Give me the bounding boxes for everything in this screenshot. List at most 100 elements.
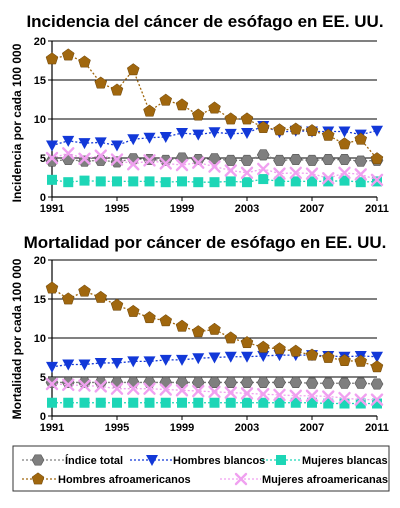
- incidence-point-white-men: [241, 128, 253, 140]
- mortality-point-black-men: [208, 322, 221, 335]
- incidence-point-black-men: [61, 48, 75, 61]
- incidence-point-white-men: [62, 135, 75, 147]
- mortality-point-total: [289, 376, 303, 388]
- incidence-point-black-men: [289, 122, 303, 135]
- mortality-point-total: [321, 377, 335, 389]
- incidence-point-white-men: [111, 140, 123, 152]
- mortality-point-black-men: [126, 304, 140, 317]
- incidence-point-white-men: [176, 128, 188, 140]
- mortality-x-tick-label: 2003: [235, 422, 259, 434]
- mortality-point-white-men: [143, 356, 156, 368]
- mortality-point-black-men: [321, 350, 335, 363]
- incidence-point-black-women: [257, 162, 270, 176]
- incidence-point-white-women: [128, 176, 139, 187]
- mortality-y-tick-label: 20: [34, 255, 46, 267]
- legend-label-total: Índice total: [65, 454, 123, 467]
- incidence-point-black-women: [240, 166, 254, 180]
- incidence-point-total: [338, 154, 351, 166]
- incidence-point-black-men: [143, 104, 156, 117]
- hexagon-icon: [31, 454, 45, 466]
- incidence-x-tick-label: 2007: [300, 203, 324, 215]
- mortality-point-black-men: [159, 314, 173, 327]
- mortality-point-black-women: [208, 385, 221, 399]
- incidence-point-black-men: [256, 120, 270, 133]
- incidence-point-black-women: [208, 160, 221, 173]
- legend-label-black-women: Mujeres afroamericanas: [262, 474, 388, 486]
- incidence-point-black-women: [305, 167, 319, 180]
- mortality-point-black-women: [159, 383, 172, 396]
- incidence-point-white-women: [47, 174, 57, 185]
- mortality-point-black-men: [273, 342, 286, 355]
- mortality-point-total: [338, 377, 351, 389]
- legend-entry-black-women: Mujeres afroamericanas: [220, 472, 388, 486]
- incidence-x-tick-label: 2011: [365, 203, 389, 215]
- incidence-point-white-women: [160, 177, 171, 188]
- incidence-point-white-women: [63, 177, 74, 188]
- incidence-y-tick-label: 15: [34, 75, 46, 87]
- incidence-point-white-men: [78, 138, 91, 150]
- incidence-series: [45, 48, 384, 188]
- mortality-y-ticks: 0 5 10 15 20: [34, 255, 52, 423]
- legend-label-black-men: Hombres afroamericanos: [58, 474, 191, 486]
- mortality-point-black-women: [370, 393, 384, 406]
- incidence-point-white-men: [46, 140, 58, 152]
- incidence-point-white-women: [193, 177, 204, 188]
- incidence-point-black-women: [127, 158, 140, 171]
- incidence-point-total: [289, 154, 303, 166]
- mortality-point-white-men: [176, 354, 188, 366]
- incidence-point-white-women: [144, 176, 155, 187]
- mortality-point-white-women: [160, 397, 171, 408]
- mortality-point-white-women: [79, 397, 90, 408]
- mortality-point-black-men: [175, 319, 189, 332]
- mortality-point-white-men: [111, 357, 123, 369]
- incidence-point-white-men: [159, 131, 172, 143]
- incidence-chart: Incidencia del cáncer de esófago en EE. …: [10, 12, 389, 215]
- mortality-point-black-women: [110, 382, 124, 395]
- mortality-point-white-women: [339, 398, 350, 409]
- mortality-point-black-women: [338, 391, 351, 405]
- mortality-point-total: [256, 376, 270, 388]
- incidence-series-black-men: [45, 48, 384, 165]
- mortality-line-black-men: [51, 287, 378, 368]
- mortality-point-total: [224, 376, 238, 388]
- mortality-point-white-women: [323, 398, 334, 409]
- mortality-point-black-men: [110, 298, 124, 311]
- mortality-y-tick-label: 15: [34, 294, 46, 306]
- incidence-y-axis-label: Incidencia por cada 100 000: [10, 43, 24, 202]
- mortality-point-white-women: [258, 397, 269, 408]
- mortality-point-white-women: [274, 397, 285, 408]
- incidence-point-total: [305, 154, 319, 166]
- incidence-point-white-men: [94, 137, 107, 149]
- mortality-series-white-women: [47, 397, 382, 409]
- mortality-point-white-men: [46, 361, 58, 373]
- incidence-point-black-women: [78, 152, 91, 165]
- incidence-point-white-women: [274, 176, 285, 187]
- mortality-point-black-men: [354, 354, 368, 367]
- mortality-point-black-men: [305, 348, 319, 361]
- incidence-point-black-men: [338, 137, 351, 150]
- incidence-point-white-women: [79, 175, 90, 186]
- incidence-x-tick-label: 1995: [105, 203, 129, 215]
- incidence-point-black-men: [240, 112, 254, 125]
- mortality-point-white-women: [193, 397, 204, 408]
- incidence-point-total: [354, 155, 368, 167]
- mortality-point-white-women: [63, 397, 74, 408]
- incidence-point-black-women: [143, 154, 156, 167]
- pentagon-icon: [31, 472, 45, 485]
- incidence-x-tick-label: 1999: [170, 203, 194, 215]
- incidence-point-white-men: [192, 129, 205, 141]
- mortality-y-axis-label: Mortalidad por cada 100 000: [10, 258, 24, 419]
- incidence-point-black-women: [289, 166, 302, 180]
- incidence-point-black-women: [192, 156, 205, 169]
- mortality-x-tick-label: 1991: [40, 422, 64, 434]
- mortality-point-white-men: [78, 359, 91, 371]
- incidence-point-black-men: [159, 93, 173, 106]
- incidence-point-total: [273, 154, 286, 166]
- mortality-series: [45, 281, 384, 409]
- incidence-point-white-women: [242, 177, 252, 188]
- mortality-y-tick-label: 0: [40, 411, 46, 423]
- mortality-point-total: [94, 376, 108, 388]
- incidence-point-white-men: [224, 128, 237, 140]
- incidence-point-black-women: [338, 166, 351, 180]
- incidence-point-white-men: [371, 125, 383, 137]
